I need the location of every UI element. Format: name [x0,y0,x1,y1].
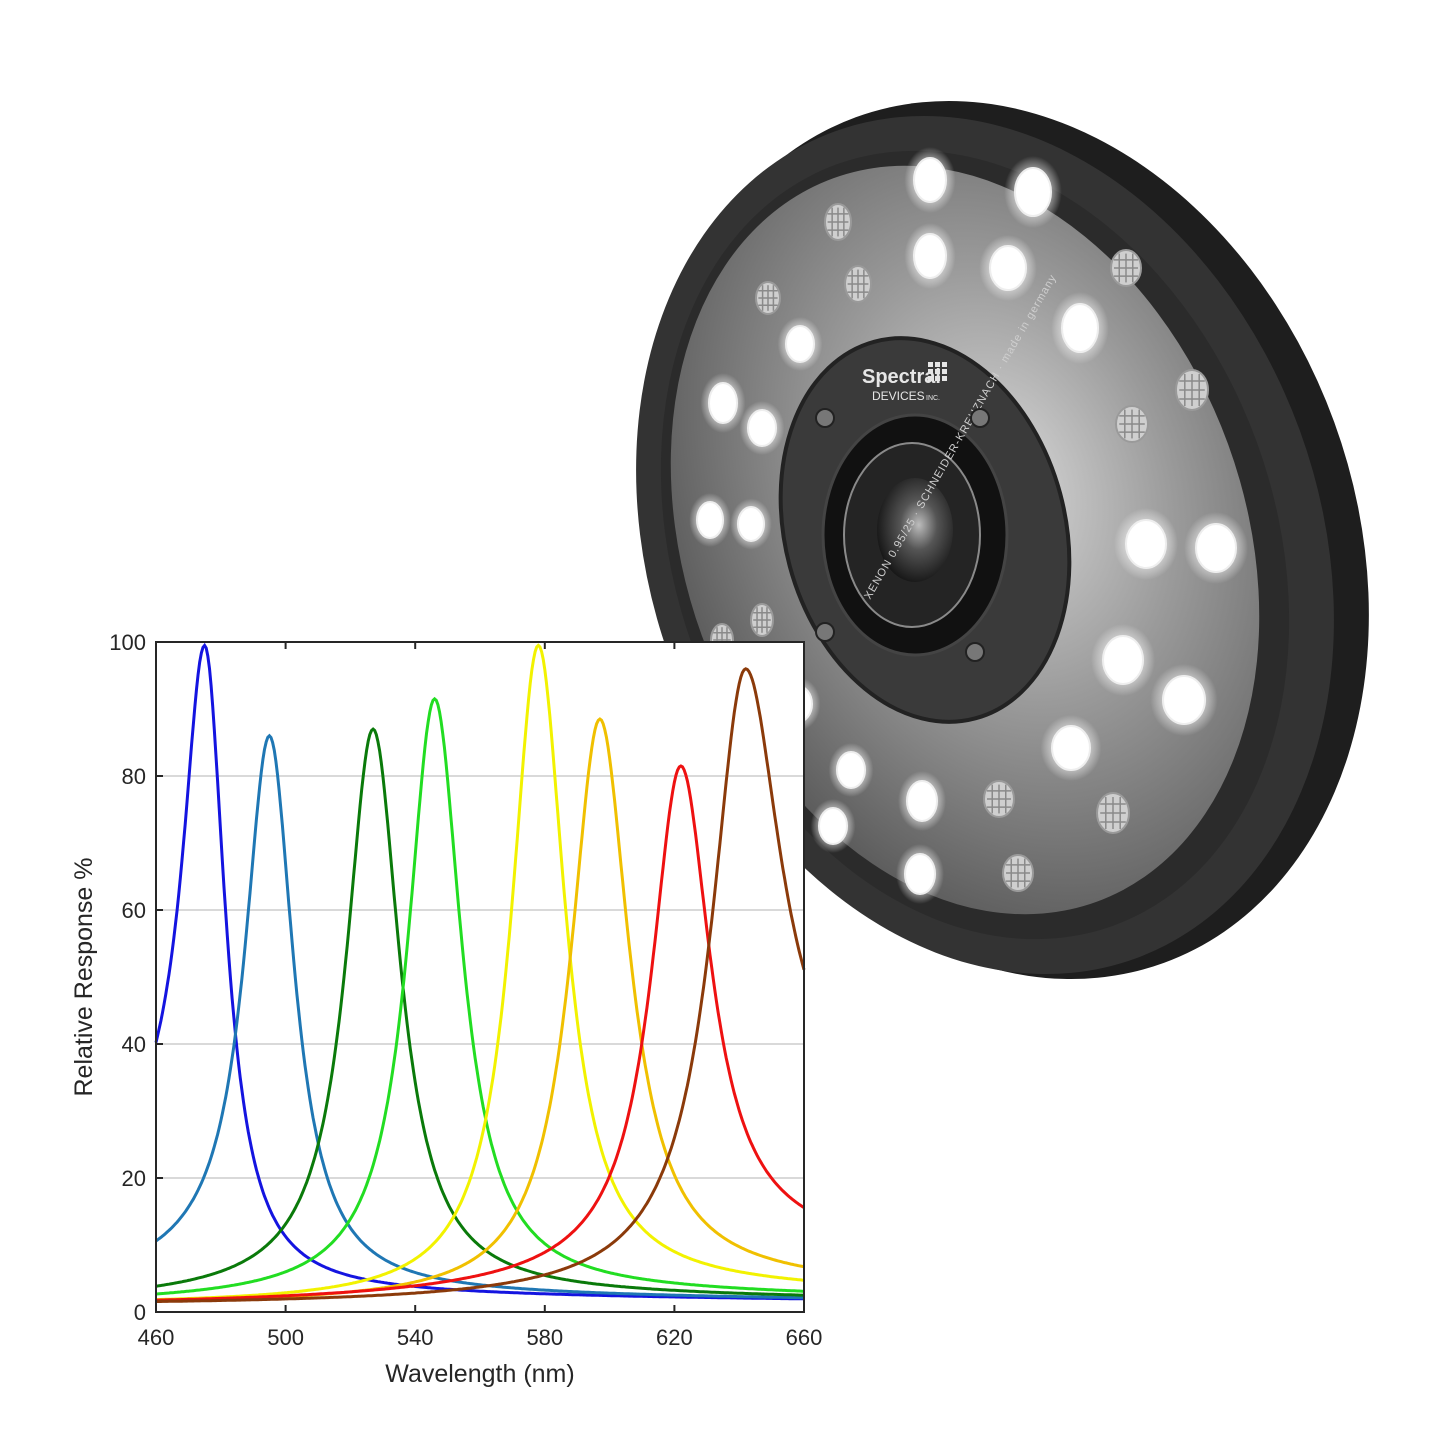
y-tick-label: 60 [122,898,146,923]
led-bright [1125,519,1167,569]
brand-suffix: INC. [926,395,940,402]
hub-screw [815,622,835,642]
plot-background [156,642,804,1312]
series-line-1 [154,642,804,1301]
led-bright [1061,303,1099,353]
series-line-3 [155,727,805,1297]
led-bright [836,751,866,789]
led-bright [737,506,765,542]
led-bright [1014,167,1052,217]
y-ticks: 0 20 40 60 80 100 [109,630,163,1325]
led-bright [708,382,738,424]
x-axis-title: Wavelength (nm) [385,1360,574,1388]
series-line-2 [155,733,804,1300]
led-bright [1195,523,1237,573]
led-bright [913,157,947,203]
led-bright [1162,675,1206,725]
x-ticks: 460 500 540 580 620 660 [138,642,823,1350]
led-array [689,147,1248,904]
plot-frame [155,641,805,1313]
x-tick-label: 460 [138,1325,175,1350]
brand-logo: Spectral DEVICES INC. [862,362,947,403]
series-line-8 [156,667,806,1303]
led-bright [906,780,938,822]
led-bright [913,233,947,279]
led-bright [989,245,1027,291]
led-bright [904,853,936,895]
led-bright [818,807,848,845]
y-tick-label: 80 [122,764,146,789]
hub-screw [815,408,835,428]
y-tick-label: 0 [134,1300,146,1325]
brand-grid-icon [928,362,947,381]
hub-screw [965,642,985,662]
lens-glass [877,478,953,582]
y-axis-title: Relative Response % [70,857,98,1096]
led-bright [696,501,724,539]
series-line-4 [155,696,804,1296]
x-tick-label: 620 [656,1325,693,1350]
led-bright [785,325,815,363]
y-tick-label: 20 [122,1166,146,1191]
series-line-5 [156,643,805,1302]
brand-name: Spectral [862,366,941,388]
series-lines [154,642,806,1303]
x-tick-label: 660 [786,1325,823,1350]
hub-screw [970,408,990,428]
y-tick-label: 40 [122,1032,146,1057]
x-tick-label: 500 [267,1325,304,1350]
x-tick-label: 580 [526,1325,563,1350]
led-bright [747,409,777,447]
brand-sub: DEVICES [872,389,925,403]
y-tick-label: 100 [109,630,146,655]
x-tick-label: 540 [397,1325,434,1350]
led-bright [1102,635,1144,685]
led-bright [1051,725,1091,771]
series-line-7 [155,764,805,1302]
